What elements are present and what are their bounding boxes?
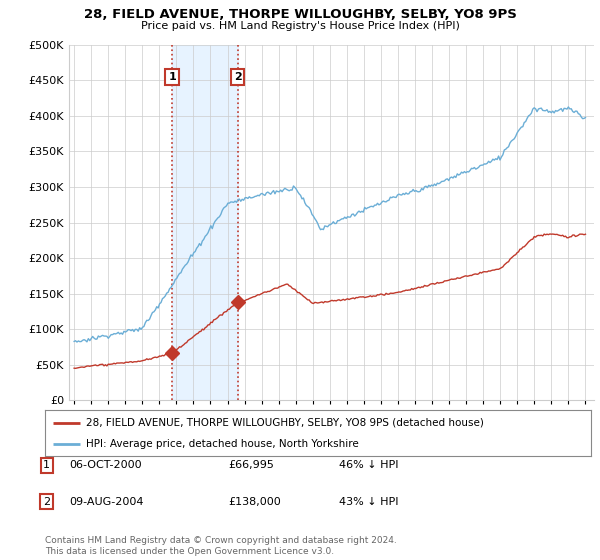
Text: 2: 2 [234,72,242,82]
Text: 2: 2 [43,497,50,507]
Text: 43% ↓ HPI: 43% ↓ HPI [339,497,398,507]
Text: Price paid vs. HM Land Registry's House Price Index (HPI): Price paid vs. HM Land Registry's House … [140,21,460,31]
Text: 1: 1 [43,460,50,470]
Text: £138,000: £138,000 [228,497,281,507]
Text: 09-AUG-2004: 09-AUG-2004 [69,497,143,507]
Text: HPI: Average price, detached house, North Yorkshire: HPI: Average price, detached house, Nort… [86,439,359,449]
Text: 28, FIELD AVENUE, THORPE WILLOUGHBY, SELBY, YO8 9PS: 28, FIELD AVENUE, THORPE WILLOUGHBY, SEL… [83,8,517,21]
Text: 1: 1 [168,72,176,82]
Bar [172,45,238,400]
Text: 06-OCT-2000: 06-OCT-2000 [69,460,142,470]
Text: £66,995: £66,995 [228,460,274,470]
Text: Contains HM Land Registry data © Crown copyright and database right 2024.
This d: Contains HM Land Registry data © Crown c… [45,536,397,556]
Text: 28, FIELD AVENUE, THORPE WILLOUGHBY, SELBY, YO8 9PS (detached house): 28, FIELD AVENUE, THORPE WILLOUGHBY, SEL… [86,418,484,428]
Text: 46% ↓ HPI: 46% ↓ HPI [339,460,398,470]
